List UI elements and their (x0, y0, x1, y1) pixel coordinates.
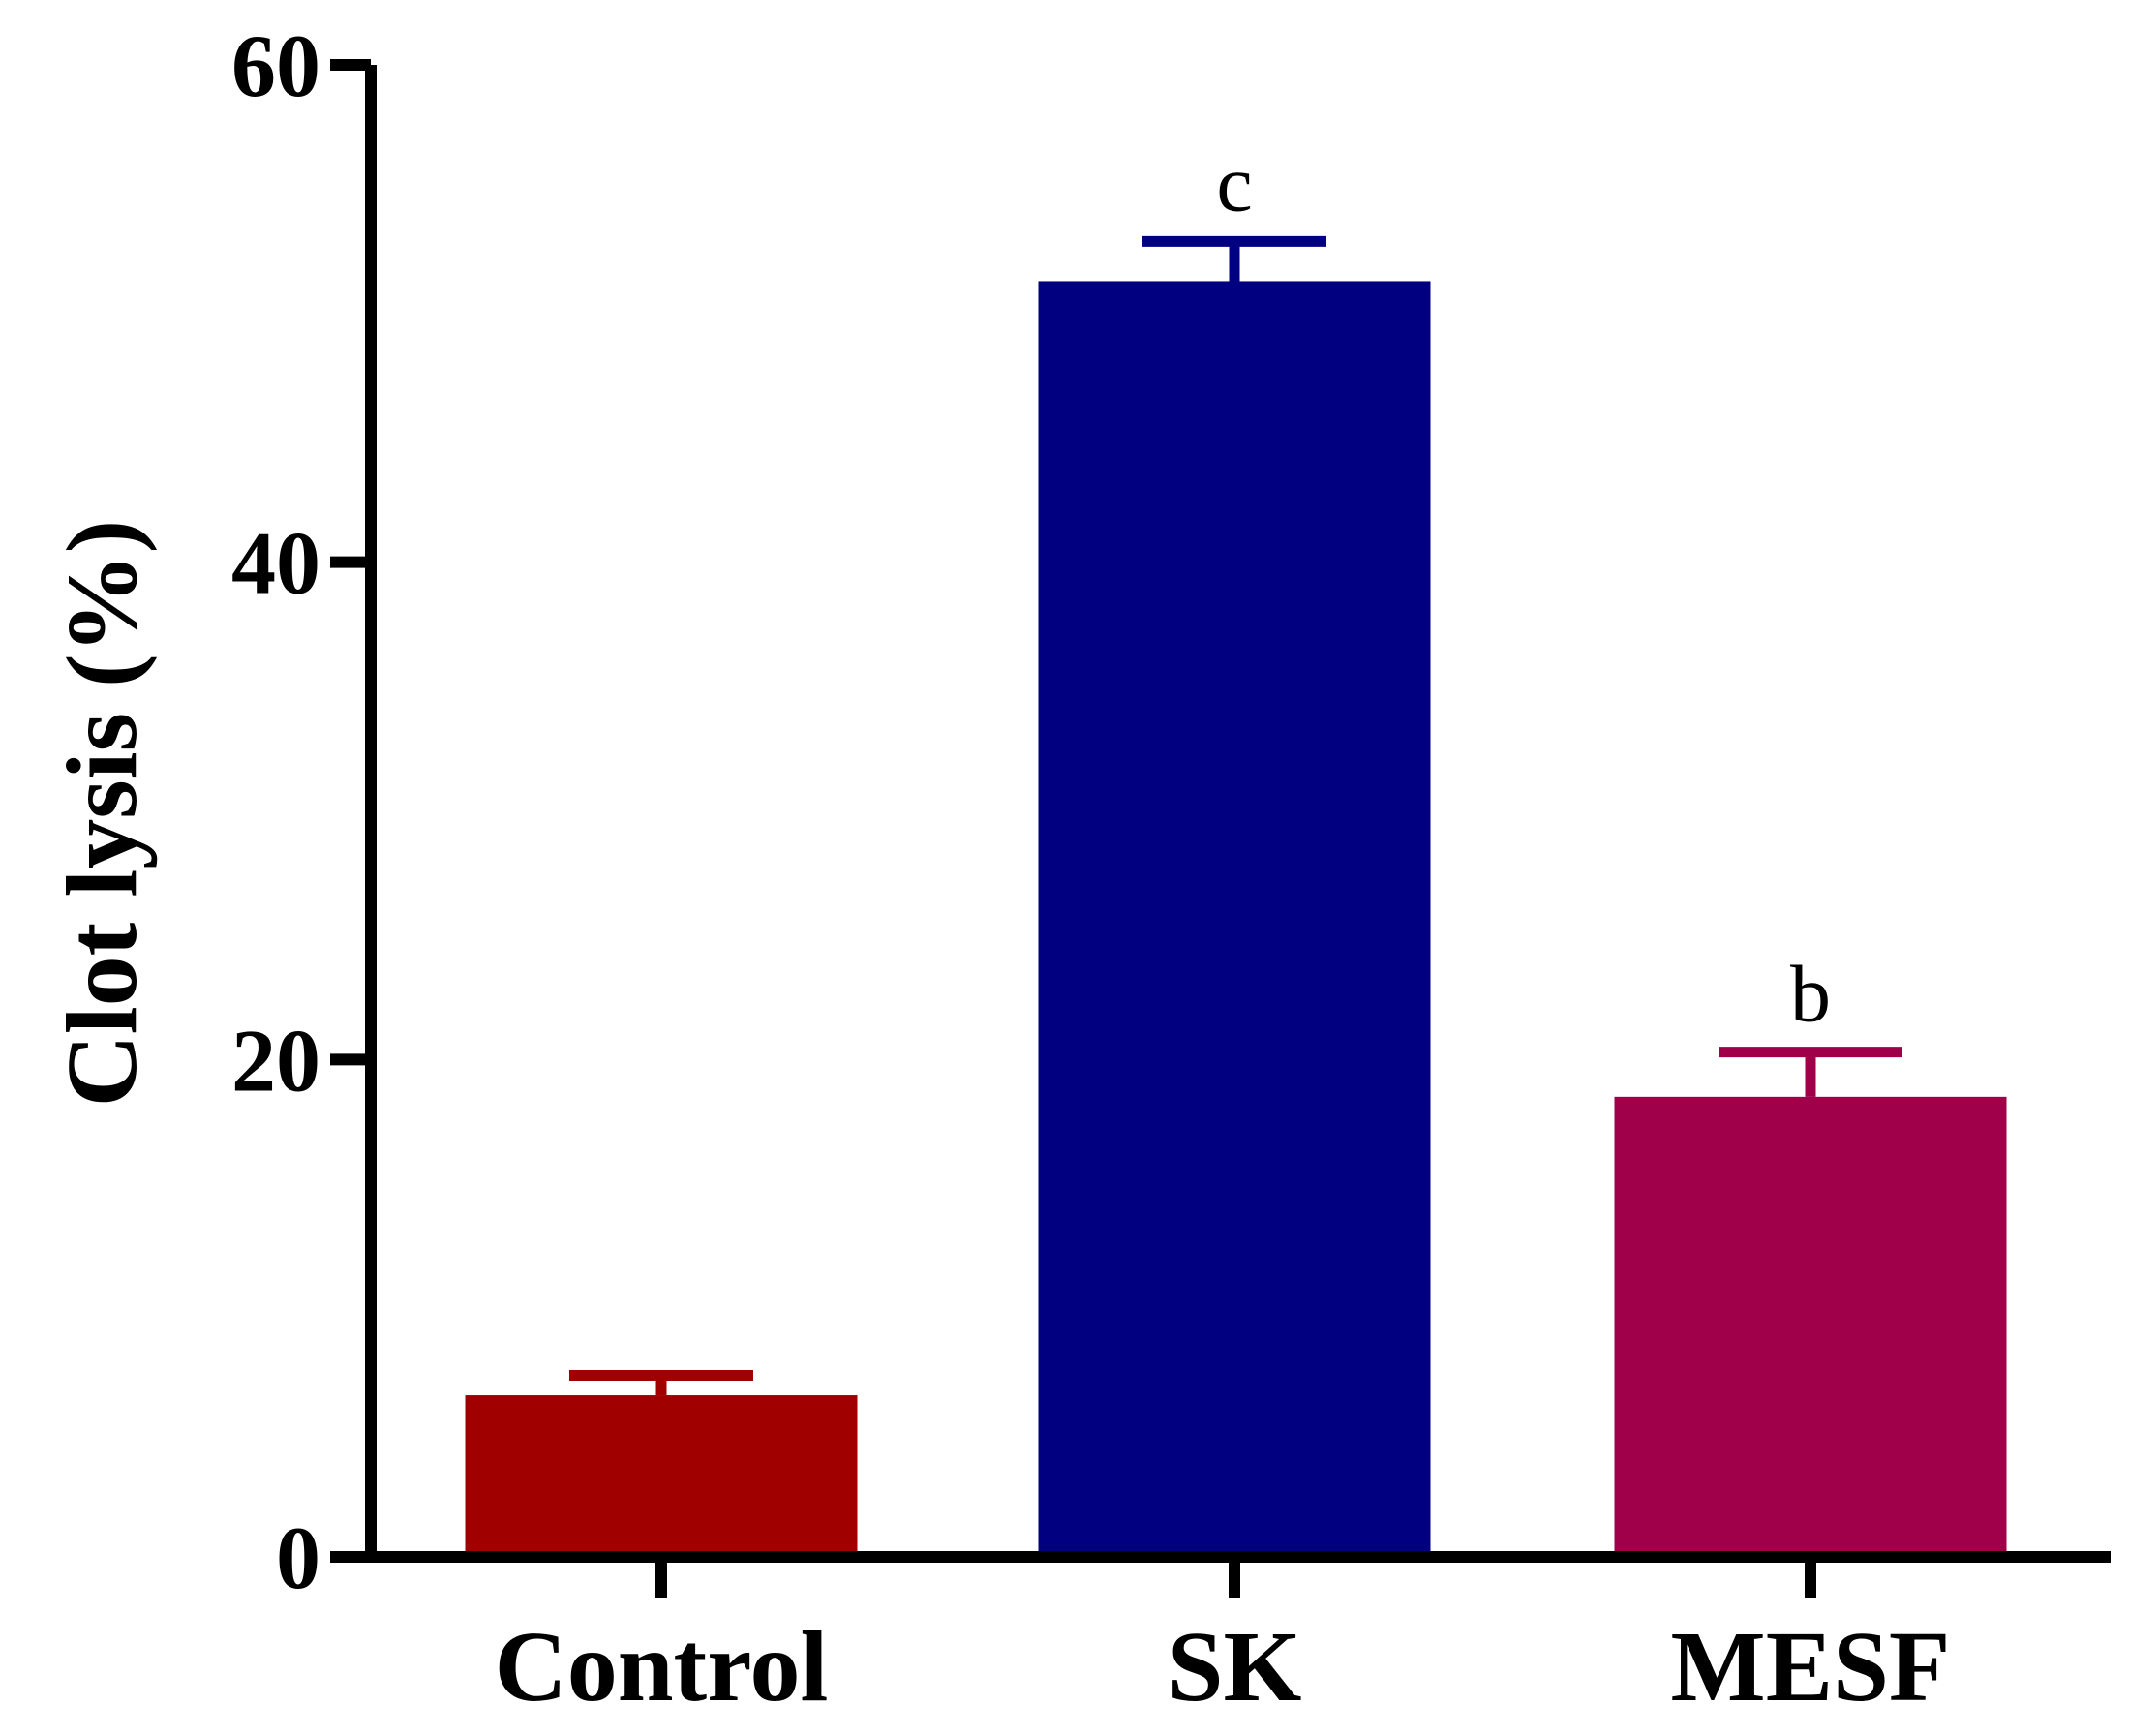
significance-labels: cb (1216, 138, 1831, 1039)
bar-sk (1038, 281, 1431, 1557)
bar-control (465, 1395, 858, 1557)
error-bar-sk (1142, 235, 1326, 282)
x-ticks: Control SK MESF (495, 1557, 1951, 1722)
x-tick-label-sk: SK (1168, 1611, 1302, 1722)
x-tick-label-mesf: MESF (1671, 1611, 1951, 1722)
x-tick-label-control: Control (495, 1611, 829, 1722)
error-bar-mesf (1719, 1047, 1902, 1097)
y-ticks: 0 20 40 60 (231, 16, 371, 1607)
y-tick-label-60: 60 (231, 16, 320, 115)
significance-label-sk: c (1216, 138, 1252, 228)
significance-label-mesf: b (1790, 950, 1831, 1040)
y-tick-label-0: 0 (276, 1508, 320, 1607)
error-bar-control (569, 1370, 753, 1396)
error-bars (569, 235, 1902, 1396)
bars (465, 281, 2007, 1557)
y-axis-title: Clot lysis (%) (46, 520, 158, 1108)
bar-mesf (1614, 1096, 2007, 1557)
y-tick-label-20: 20 (231, 1011, 320, 1110)
y-tick-label-40: 40 (231, 514, 320, 613)
